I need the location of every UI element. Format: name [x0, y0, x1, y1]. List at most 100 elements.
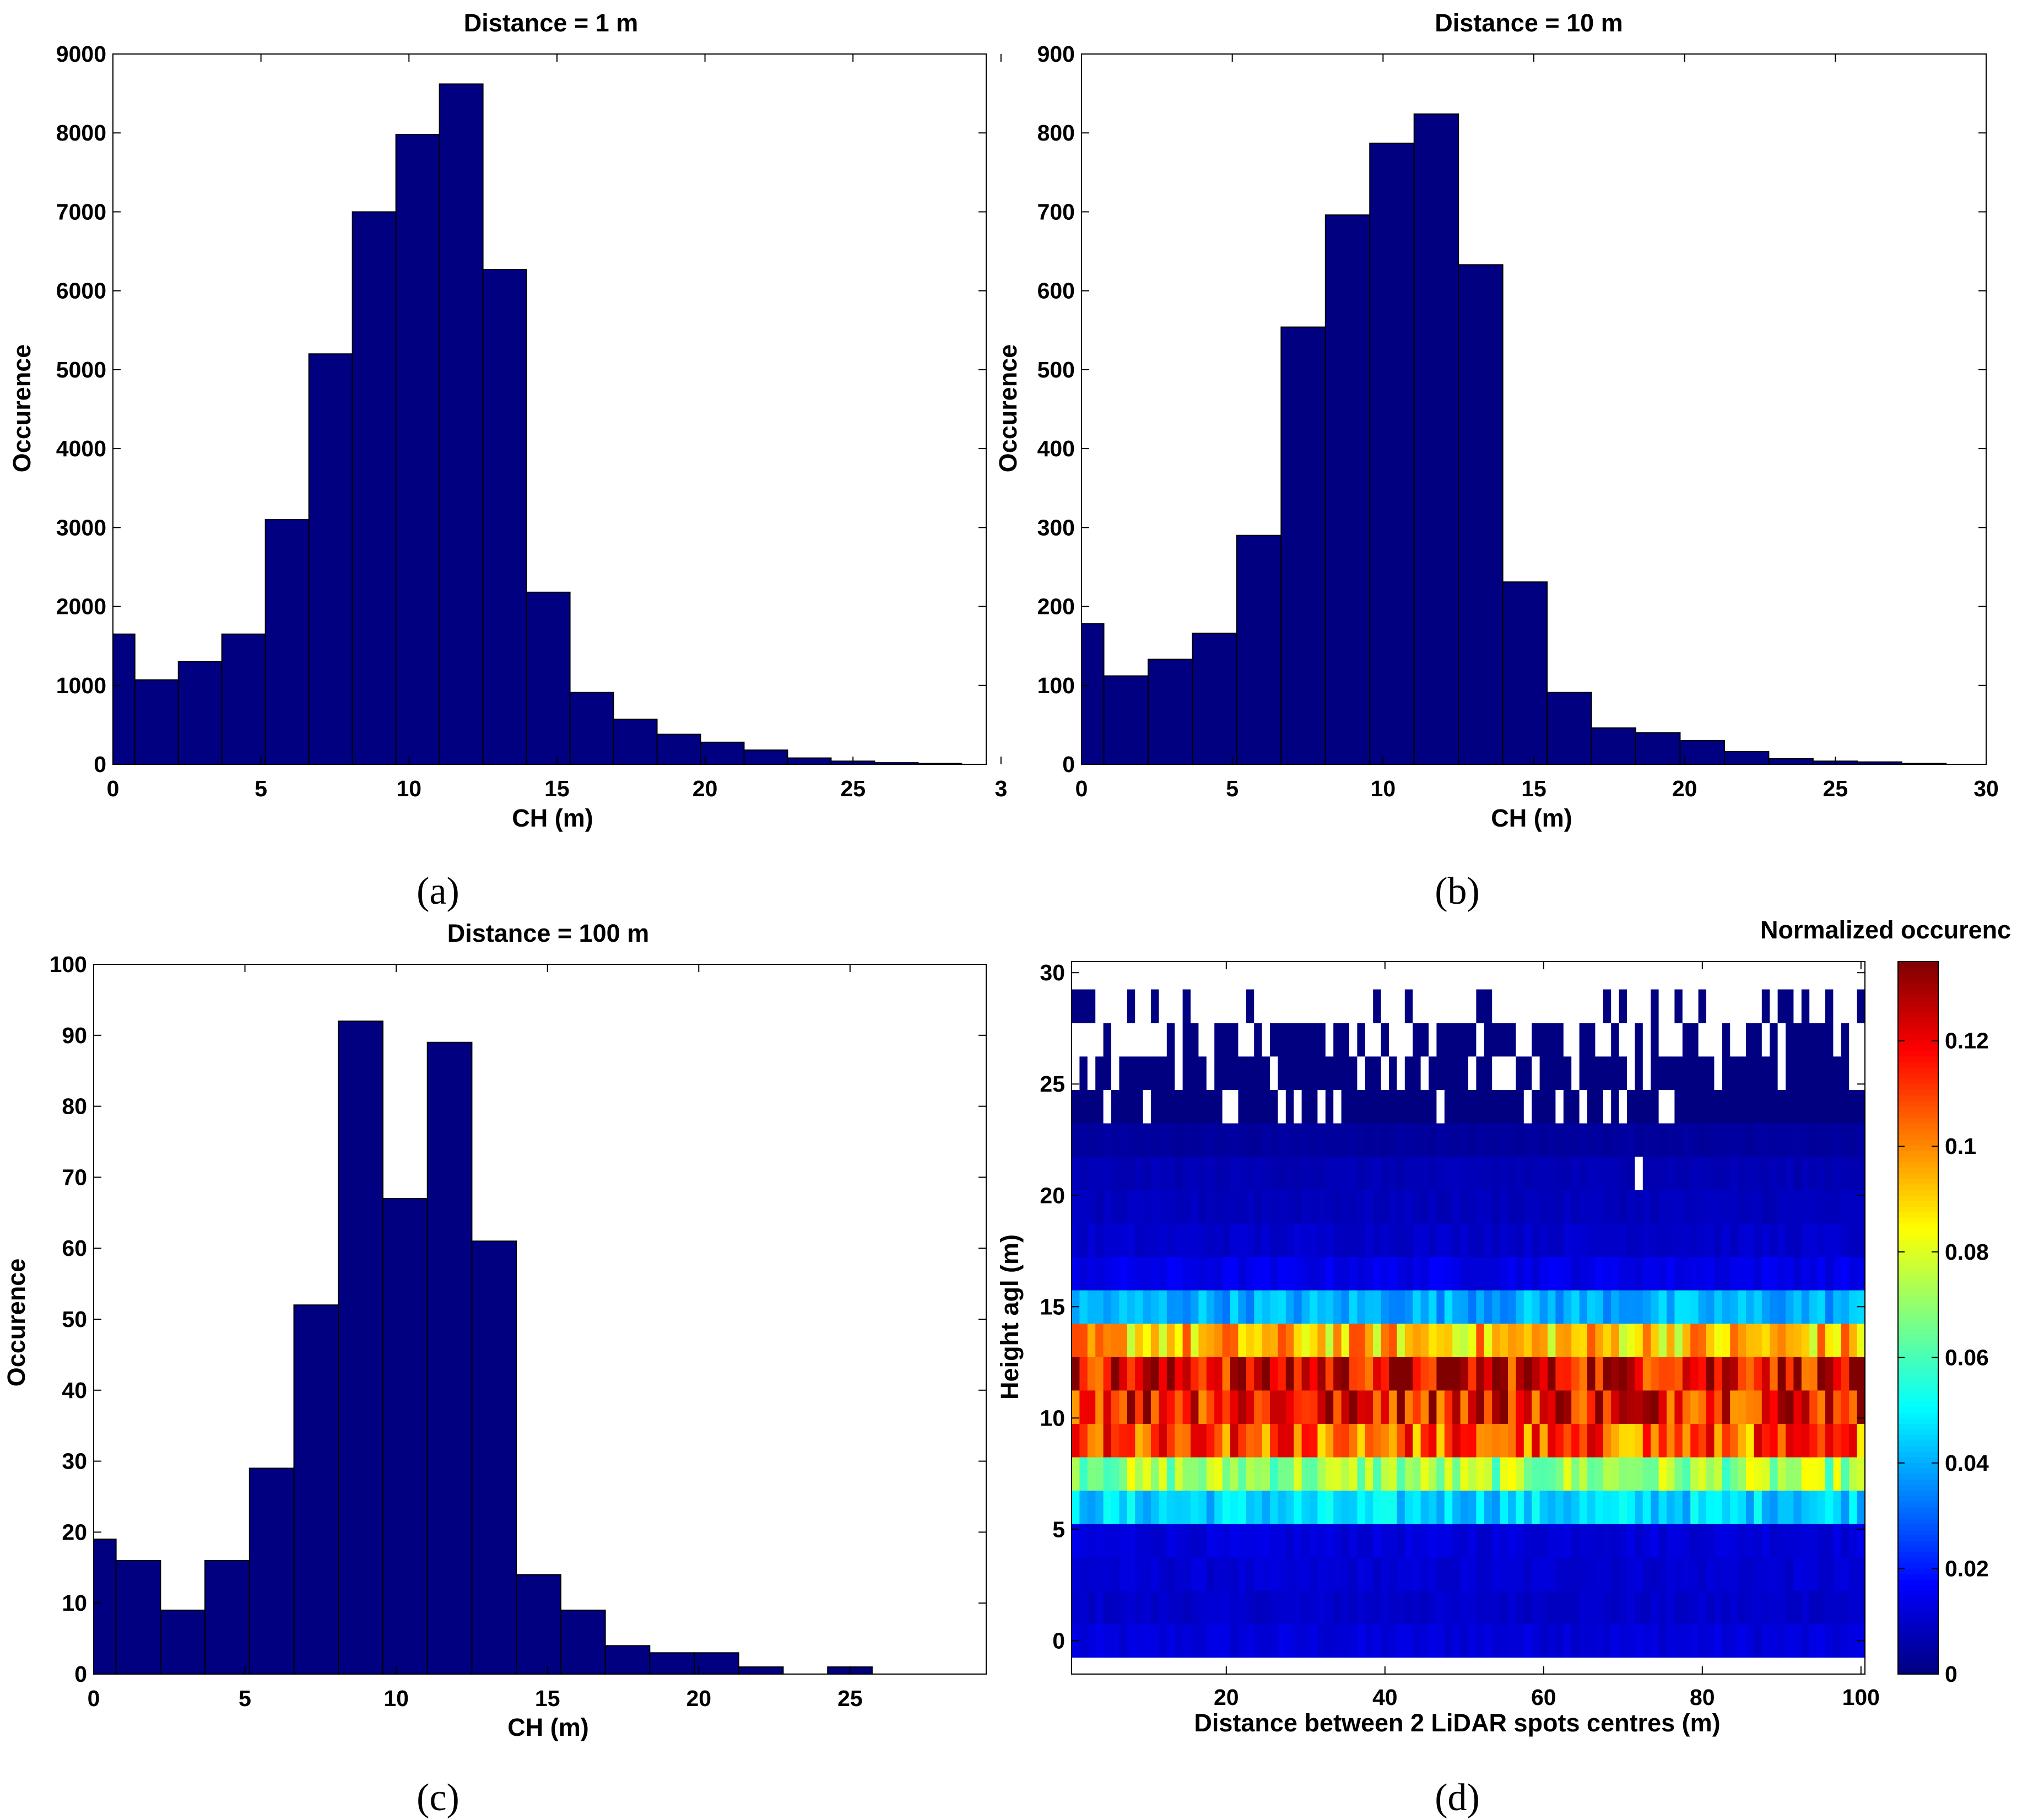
heatmap-cell — [1682, 1122, 1691, 1157]
heatmap-cell — [1651, 1557, 1659, 1591]
heatmap-cell — [1532, 1390, 1540, 1424]
chart-a-ytick-label: 0 — [94, 752, 106, 777]
heatmap-cell — [1230, 989, 1239, 1023]
heatmap-cell — [1587, 1256, 1596, 1291]
heatmap-cell — [1738, 1457, 1746, 1491]
heatmap-cell — [1127, 1524, 1135, 1558]
heatmap-cell — [1166, 1524, 1175, 1558]
heatmap-cell — [1278, 989, 1286, 1023]
colorbar-segment — [1898, 1535, 1938, 1541]
heatmap-cell — [1500, 1490, 1508, 1524]
heatmap-cell — [1460, 1357, 1469, 1391]
chart-c-bar — [93, 1539, 117, 1675]
heatmap-cell — [1214, 1223, 1223, 1257]
heatmap-cell — [1198, 1390, 1207, 1424]
heatmap-cell — [1270, 1289, 1278, 1324]
colorbar-segment — [1898, 1401, 1938, 1407]
heatmap-cell — [1373, 1590, 1382, 1624]
heatmap-cell — [1270, 1156, 1278, 1190]
heatmap-cell — [1460, 1023, 1469, 1057]
heatmap-cell — [1460, 1624, 1469, 1658]
heatmap-cell — [1642, 1390, 1651, 1424]
chart-a-bar — [526, 591, 571, 765]
chart-b-bar — [1147, 658, 1193, 765]
colorbar-tick-label: 0.04 — [1945, 1450, 1989, 1476]
heatmap-cell — [1103, 1323, 1112, 1357]
heatmap-cell — [1619, 1190, 1627, 1224]
heatmap-cell — [1484, 1557, 1493, 1591]
heatmap-cell — [1635, 989, 1643, 1023]
colorbar-segment — [1898, 1579, 1938, 1585]
heatmap-cell — [1786, 1323, 1794, 1357]
heatmap-cell — [1285, 1256, 1294, 1291]
heatmap-cell — [1238, 1624, 1247, 1658]
heatmap-cell — [1182, 1557, 1191, 1591]
heatmap-cell — [1087, 1524, 1096, 1558]
heatmap-cell — [1746, 1223, 1754, 1257]
heatmap-cell — [1404, 1223, 1413, 1257]
heatmap-cell — [1143, 989, 1151, 1023]
heatmap-cell — [1404, 1590, 1413, 1624]
heatmap-cell — [1214, 1390, 1223, 1424]
heatmap-cell — [1151, 1557, 1159, 1591]
heatmap-cell — [1579, 1289, 1588, 1324]
heatmap-cell — [1270, 1490, 1278, 1524]
heatmap-cell — [1119, 1089, 1128, 1124]
heatmap-cell — [1119, 1624, 1128, 1658]
heatmap-cell — [1087, 1190, 1096, 1224]
heatmap-cell — [1246, 1156, 1254, 1190]
heatmap-cell — [1079, 1357, 1088, 1391]
heatmap-cell — [1246, 1056, 1254, 1090]
heatmap-cell — [1611, 989, 1620, 1023]
heatmap-cell — [1500, 1390, 1508, 1424]
heatmap-cell — [1262, 1490, 1270, 1524]
heatmap-cell — [1079, 1056, 1088, 1090]
heatmap-cell — [1151, 1256, 1159, 1291]
heatmap-cell — [1786, 1524, 1794, 1558]
heatmap-cell — [1539, 1256, 1548, 1291]
heatmap-cell — [1175, 1089, 1183, 1124]
heatmap-cell — [1119, 1524, 1128, 1558]
heatmap-cell — [1270, 1457, 1278, 1491]
heatmap-cell — [1262, 1457, 1270, 1491]
heatmap-cell — [1857, 1524, 1865, 1558]
heatmap-cell — [1555, 1156, 1564, 1190]
heatmap-cell — [1563, 1524, 1572, 1558]
heatmap-cell — [1310, 1357, 1318, 1391]
heatmap-cell — [1595, 989, 1604, 1023]
heatmap-cell — [1730, 1490, 1739, 1524]
heatmap-cell — [1761, 1590, 1770, 1624]
heatmap-cell — [1516, 1056, 1524, 1090]
heatmap-cell — [1761, 1156, 1770, 1190]
heatmap-cell — [1198, 1190, 1207, 1224]
heatmap-cell — [1667, 1323, 1675, 1357]
heatmap-cell — [1754, 1490, 1762, 1524]
heatmap-cell — [1801, 1557, 1810, 1591]
heatmap-cell — [1539, 1524, 1548, 1558]
heatmap-cell — [1841, 1190, 1850, 1224]
heatmap-cell — [1548, 1156, 1556, 1190]
heatmap-cell — [1667, 1624, 1675, 1658]
heatmap-cell — [1809, 1289, 1818, 1324]
heatmap-cell — [1420, 989, 1429, 1023]
heatmap-cell — [1151, 1490, 1159, 1524]
heatmap-cell — [1365, 1557, 1374, 1591]
heatmap-cell — [1452, 1156, 1461, 1190]
heatmap-cell — [1825, 1590, 1834, 1624]
heatmap-cell — [1825, 1423, 1834, 1458]
heatmap-cell — [1714, 1023, 1723, 1057]
colorbar-segment — [1898, 1284, 1938, 1291]
heatmap-cell — [1603, 1289, 1612, 1324]
heatmap-cell — [1658, 1490, 1667, 1524]
heatmap-cell — [1682, 1457, 1691, 1491]
heatmap-cell — [1182, 1357, 1191, 1391]
heatmap-cell — [1611, 1023, 1620, 1057]
chart-c-xtick-label: 10 — [383, 1686, 409, 1711]
heatmap-cell — [1642, 1156, 1651, 1190]
heatmap-cell — [1119, 1423, 1128, 1458]
heatmap-cell — [1191, 1089, 1199, 1124]
heatmap-cell — [1635, 1357, 1643, 1391]
heatmap-cell — [1357, 1357, 1366, 1391]
heatmap-cell — [1230, 1524, 1239, 1558]
heatmap-cell — [1667, 1023, 1675, 1057]
